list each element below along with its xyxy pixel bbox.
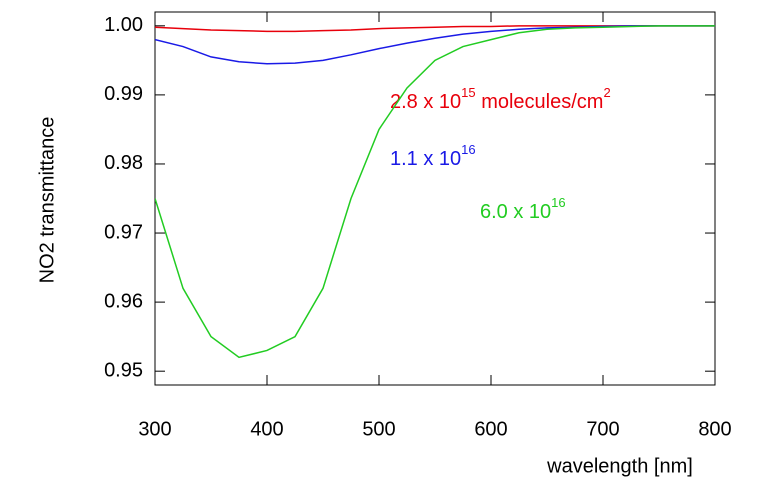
legend-superscript: 16 bbox=[551, 195, 565, 210]
legend-entry: 2.8 x 1015 molecules/cm2 bbox=[390, 85, 611, 113]
x-tick-label: 400 bbox=[250, 418, 283, 440]
y-tick-label: 1.00 bbox=[104, 14, 143, 36]
x-tick-label: 800 bbox=[698, 418, 731, 440]
legend-superscript: 16 bbox=[461, 142, 475, 157]
plot-frame bbox=[154, 11, 716, 386]
x-axis-label: wavelength [nm] bbox=[546, 455, 693, 477]
x-tick-label: 300 bbox=[138, 418, 171, 440]
x-tick-label: 500 bbox=[362, 418, 395, 440]
legend-text: 2.8 x 10 bbox=[390, 91, 461, 113]
y-tick-label: 0.97 bbox=[104, 221, 143, 243]
y-tick-label: 0.96 bbox=[104, 290, 143, 312]
legend-text: molecules/cm bbox=[476, 91, 604, 113]
x-tick-label: 600 bbox=[474, 418, 507, 440]
series-line bbox=[155, 25, 715, 359]
y-tick-label: 0.98 bbox=[104, 152, 143, 174]
y-tick-label: 0.95 bbox=[104, 359, 143, 381]
legend-text: 6.0 x 10 bbox=[480, 201, 551, 223]
x-tick-label: 700 bbox=[586, 418, 619, 440]
legend-text: 1.1 x 10 bbox=[390, 148, 461, 170]
series-line bbox=[155, 25, 715, 65]
legend-superscript: 2 bbox=[603, 85, 610, 100]
legend-entry: 6.0 x 1016 bbox=[480, 195, 566, 223]
legend-entry: 1.1 x 1016 bbox=[390, 142, 476, 170]
y-tick-label: 0.99 bbox=[104, 83, 143, 105]
legend-superscript: 15 bbox=[461, 85, 475, 100]
y-axis-label: NO2 transmittance bbox=[36, 117, 58, 284]
